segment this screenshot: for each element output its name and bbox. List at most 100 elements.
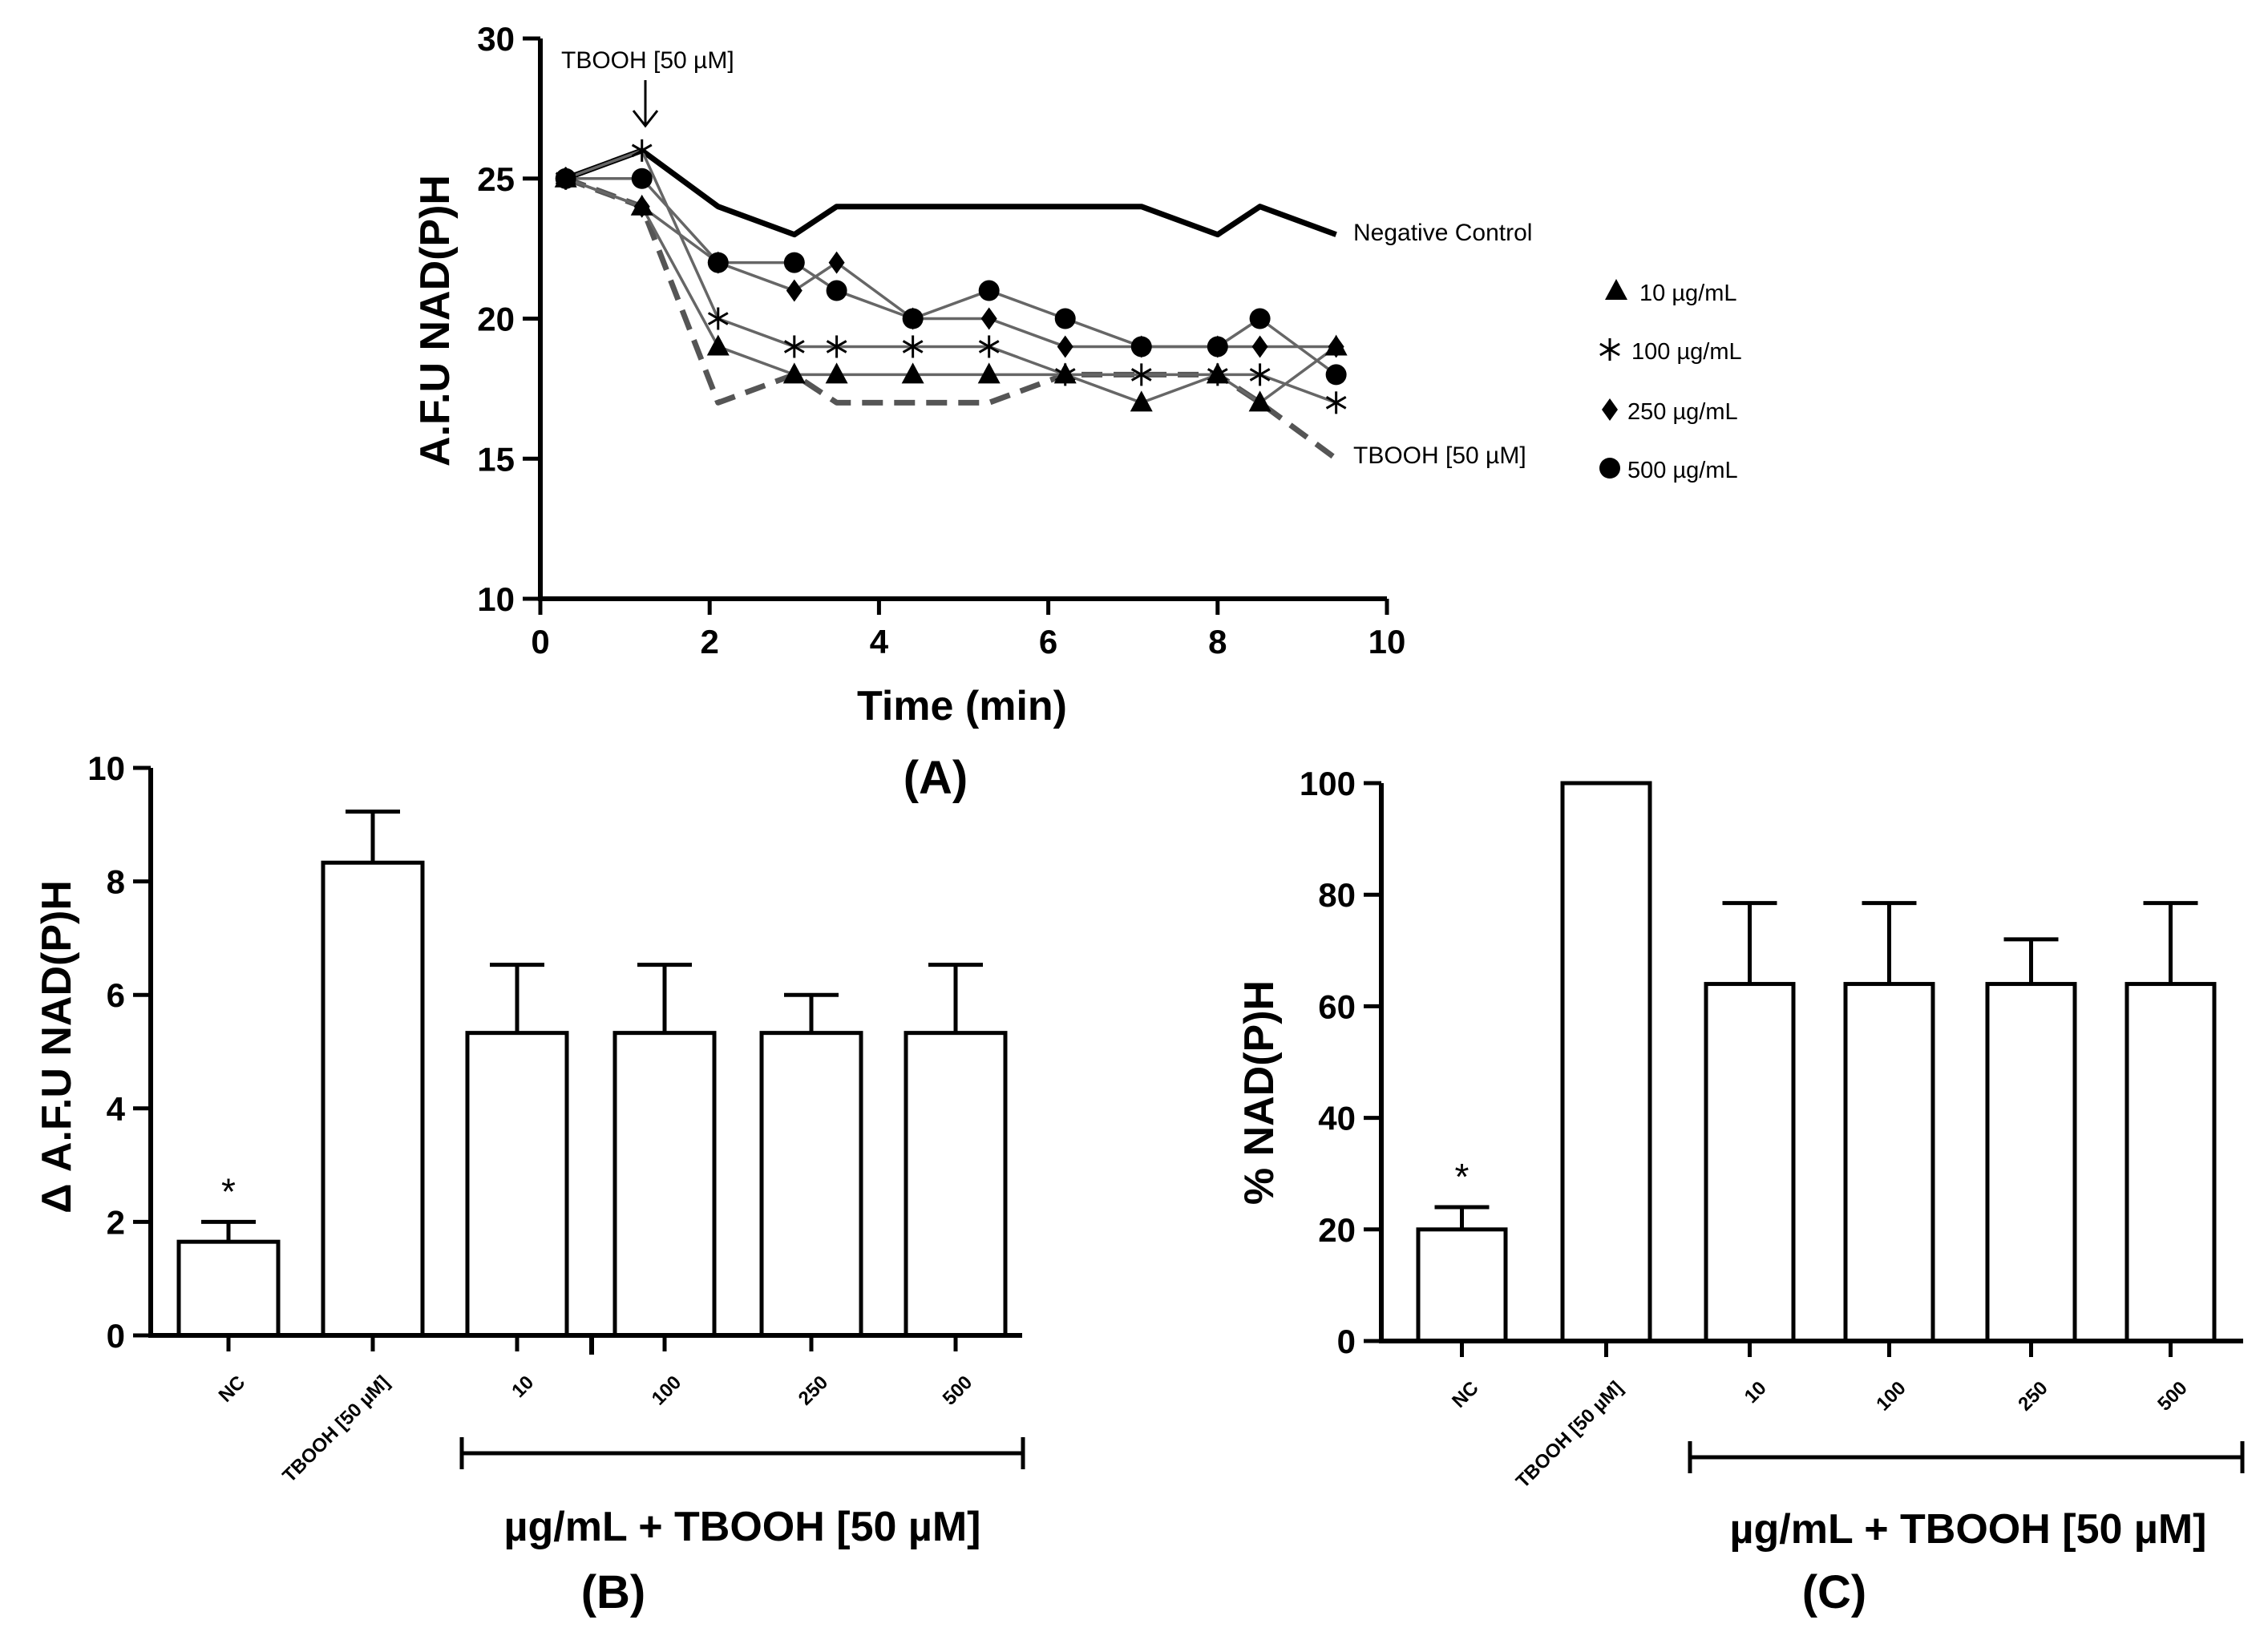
asterisk-stroke	[978, 340, 1000, 353]
triangle-marker	[554, 166, 577, 188]
significance-star: *	[221, 1170, 236, 1212]
asterisk-stroke	[1130, 368, 1152, 382]
asterisk-stroke	[783, 340, 805, 353]
asterisk-marker	[902, 335, 924, 358]
annotation-label: TBOOH [50 µM]	[561, 47, 734, 74]
circle-marker	[1599, 458, 1620, 479]
circle-marker	[1054, 308, 1076, 329]
category-label: 250	[2014, 1377, 2052, 1415]
group-label: µg/mL + TBOOH [50 µM]	[1730, 1506, 2207, 1553]
diamond-marker	[1209, 335, 1226, 358]
y-tick-label: 40	[1318, 1100, 1356, 1137]
bar	[1843, 982, 1935, 1343]
y-tick-label: 20	[477, 301, 515, 338]
circle-marker	[631, 168, 653, 189]
triangle-marker	[901, 362, 924, 384]
y-axis-title: A.F.U NAD(P)H	[412, 175, 459, 467]
axis-ticks: 10 15 20 25 30 0 2 4 6 8 10	[477, 20, 1405, 660]
legend-label-10: 10 µg/mL	[1639, 281, 1737, 306]
diamond-marker	[828, 251, 845, 274]
asterisk-stroke	[1249, 368, 1271, 382]
asterisk-stroke	[707, 312, 729, 325]
triangle-marker	[977, 362, 1001, 384]
bar	[465, 1031, 569, 1338]
circle-marker	[978, 280, 1000, 301]
category-label: 100	[1872, 1377, 1910, 1415]
x-tick-label: 6	[1039, 623, 1057, 660]
category-label: 250	[794, 1371, 832, 1409]
panel-label-a: (A)	[904, 752, 968, 804]
triangle-marker	[630, 194, 653, 216]
diamond-marker	[786, 279, 802, 302]
asterisk-marker	[707, 307, 729, 330]
y-tick-label: 60	[1318, 988, 1356, 1025]
bar-chart-b: * 0 2 4 6 8 10 NC TBOOH [50 µM] 10 100 250 500 Δ A.…	[34, 749, 1025, 1618]
asterisk-marker	[978, 335, 1000, 358]
bar	[1704, 982, 1796, 1343]
legend-item-10: 10 µg/mL	[1605, 279, 1737, 306]
x-tick-label: 4	[870, 623, 889, 660]
asterisk-stroke	[1599, 342, 1620, 357]
diamond-marker	[1133, 335, 1150, 358]
diamond-marker	[1602, 398, 1618, 421]
legend-label-500: 500 µg/mL	[1627, 458, 1738, 483]
group-bracket	[1688, 1441, 2245, 1473]
line-chart-a: 10 15 20 25 30 0 2 4 6 8 10 A.F.U NAD(P)H Time (mi…	[412, 20, 1742, 804]
panel-label-c: (C)	[1802, 1566, 1867, 1618]
triangle-marker	[1324, 334, 1348, 356]
y-tick-label: 10	[87, 749, 125, 787]
category-label: 500	[2153, 1377, 2191, 1415]
x-tick-label: 0	[531, 623, 549, 660]
group-bracket	[459, 1437, 1025, 1469]
significance-star: *	[1455, 1156, 1470, 1198]
diamond-marker	[710, 251, 726, 274]
category-label: 10	[507, 1371, 538, 1402]
y-tick-label: 15	[477, 440, 515, 478]
circle-marker	[826, 280, 847, 301]
triangle-marker	[1206, 362, 1229, 384]
y-tick-label: 100	[1300, 765, 1356, 802]
category-label: 500	[939, 1371, 976, 1409]
category-label: NC	[215, 1371, 250, 1407]
y-tick-label: 10	[477, 580, 515, 618]
group-label: µg/mL + TBOOH [50 µM]	[504, 1504, 981, 1550]
y-tick-label: 4	[107, 1090, 126, 1128]
tbooh-line-label: TBOOH [50 µM]	[1353, 442, 1526, 469]
y-tick-label: 0	[1337, 1323, 1356, 1360]
asterisk-stroke	[902, 340, 924, 353]
y-tick-label: 0	[107, 1317, 125, 1355]
legend-label-100: 100 µg/mL	[1631, 339, 1742, 365]
bar	[321, 860, 425, 1338]
y-axis-title: Δ A.F.U NAD(P)H	[34, 880, 80, 1214]
category-label: 10	[1740, 1377, 1771, 1408]
annotation-arrow	[632, 80, 659, 128]
bars: *	[1416, 781, 2217, 1343]
series-line	[565, 149, 1337, 404]
asterisk-marker	[1325, 391, 1347, 414]
category-label: 100	[648, 1371, 685, 1409]
series-lines	[564, 147, 1338, 462]
triangle-marker	[782, 362, 806, 384]
bar-chart-c: * 0 20 40 60 80 100 NC TBOOH [50 µM] 10 100 250 500…	[1236, 765, 2245, 1618]
legend-item-100: 100 µg/mL	[1599, 338, 1742, 365]
asterisk-marker	[1130, 363, 1152, 386]
category-label: TBOOH [50 µM]	[278, 1371, 394, 1487]
category-label: TBOOH [50 µM]	[1512, 1377, 1627, 1493]
diamond-marker	[1057, 335, 1073, 358]
x-tick-label: 2	[701, 623, 719, 660]
triangle-marker	[825, 362, 848, 384]
bar	[612, 1031, 717, 1338]
asterisk-marker	[1599, 338, 1620, 361]
circle-marker	[1325, 364, 1347, 386]
bars: *	[176, 810, 1008, 1338]
asterisk-stroke	[631, 143, 653, 158]
legend-item-500: 500 µg/mL	[1599, 458, 1738, 483]
legend: 10 µg/mL 100 µg/mL 250 µg/mL 500 µg/mL	[1599, 279, 1742, 483]
bar	[759, 1031, 863, 1338]
x-tick-label: 8	[1208, 623, 1227, 660]
diamond-marker	[980, 307, 997, 330]
asterisk-marker	[1249, 363, 1271, 386]
y-tick-label: 20	[1318, 1211, 1356, 1249]
negative-control-label: Negative Control	[1353, 220, 1532, 246]
bar	[1560, 781, 1652, 1343]
